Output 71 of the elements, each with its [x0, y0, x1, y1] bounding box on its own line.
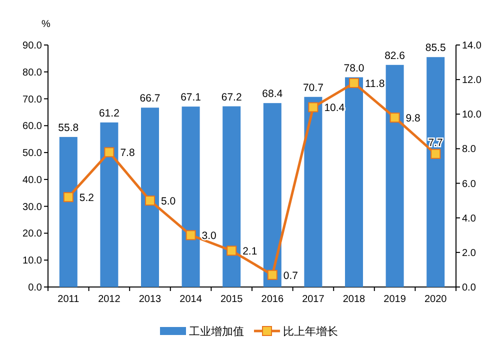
bar	[304, 96, 322, 287]
point	[430, 148, 441, 159]
x-tick-label: 2011	[58, 294, 80, 305]
x-tick-label: 2015	[220, 294, 244, 305]
data-label: 7.7	[428, 136, 444, 149]
bar	[263, 103, 282, 287]
y-tick-label: 70.0	[22, 94, 42, 106]
y-tick-label: 80.0	[22, 67, 42, 78]
point	[267, 270, 278, 280]
y-tick-label: 20.0	[22, 228, 42, 240]
point	[145, 196, 155, 206]
y2-tick-label: 4.0	[462, 213, 476, 224]
y-tick-label: 60.0	[22, 121, 42, 132]
data-label: 67.2	[221, 91, 242, 104]
legend-label: 比上年增长	[283, 325, 338, 338]
data-label: 61.2	[98, 107, 120, 120]
point	[349, 78, 359, 88]
y2-tick-label: 2.0	[462, 248, 476, 259]
data-label: 78.0	[344, 62, 364, 74]
bar	[100, 122, 118, 287]
data-label: 9.8	[406, 112, 421, 125]
data-label: 68.4	[262, 88, 283, 100]
data-label: 5.0	[161, 196, 176, 208]
y2-tick-label: 0.0	[462, 282, 476, 294]
y-tick-label: 0.0	[28, 282, 42, 294]
data-label: 5.2	[79, 192, 94, 204]
data-label: 55.8	[58, 122, 79, 134]
data-label: 82.6	[384, 50, 406, 62]
x-tick-label: 2017	[302, 294, 325, 305]
point	[104, 147, 114, 158]
point	[63, 192, 74, 202]
y-tick-label: 30.0	[22, 202, 42, 213]
x-tick-label: 2018	[342, 294, 366, 305]
data-label: 2.1	[242, 246, 258, 258]
bar	[59, 136, 78, 287]
data-label: 67.1	[180, 92, 202, 104]
x-tick-label: 2019	[384, 294, 406, 305]
y2-tick-label: 14.0	[462, 40, 482, 52]
y-tick-label: 50.0	[22, 148, 42, 160]
data-label: 70.7	[302, 82, 324, 94]
x-tick-label: 2012	[98, 294, 121, 305]
bar	[182, 106, 200, 287]
point	[186, 230, 196, 240]
data-label: 66.7	[140, 92, 160, 105]
point	[390, 112, 400, 123]
y2-tick-label: 8.0	[462, 144, 476, 156]
x-tick-label: 2014	[180, 294, 202, 305]
x-tick-label: 2013	[138, 294, 162, 305]
bar	[222, 106, 241, 287]
y-tick-label: 10.0	[22, 256, 42, 267]
data-label: 85.5	[425, 42, 446, 54]
bar	[426, 57, 445, 287]
y2-tick-label: 6.0	[462, 178, 476, 190]
bar	[386, 64, 404, 287]
y2-tick-label: 12.0	[462, 75, 482, 86]
point	[308, 102, 318, 112]
data-label: 0.7	[283, 270, 298, 282]
y-tick-label: 90.0	[22, 40, 42, 52]
x-tick-label: 2020	[424, 294, 448, 305]
point	[226, 246, 237, 256]
bar	[141, 108, 159, 287]
data-label: 10.4	[324, 102, 345, 114]
data-label: 3.0	[202, 230, 217, 242]
bar	[345, 77, 363, 287]
data-label: 11.8	[365, 78, 385, 90]
data-label: 7.8	[120, 147, 135, 160]
y-tick-label: 40.0	[22, 174, 42, 186]
x-tick-label: 2016	[261, 294, 284, 305]
y-axis-title: %	[42, 19, 51, 30]
legend-label: 工业增加值	[189, 325, 244, 338]
y2-tick-label: 10.0	[462, 110, 482, 121]
